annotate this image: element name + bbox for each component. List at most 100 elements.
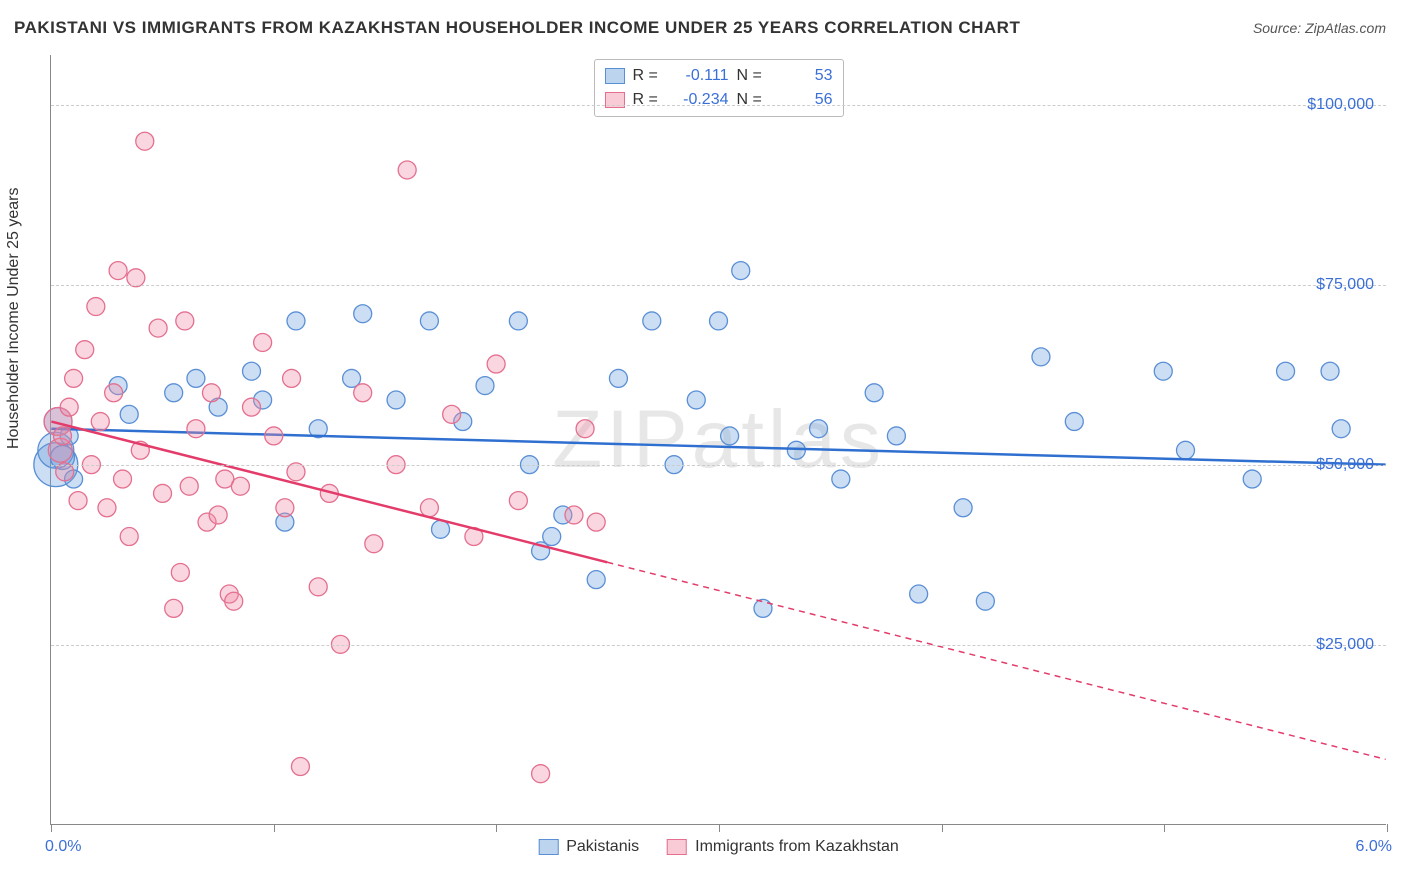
scatter-point xyxy=(509,312,527,330)
n-value: 53 xyxy=(773,64,833,88)
scatter-point xyxy=(187,369,205,387)
scatter-point xyxy=(954,499,972,517)
scatter-point xyxy=(87,298,105,316)
swatch-icon xyxy=(605,68,625,84)
scatter-point xyxy=(120,528,138,546)
scatter-point xyxy=(543,528,561,546)
scatter-point xyxy=(243,398,261,416)
scatter-point xyxy=(476,377,494,395)
chart-title: PAKISTANI VS IMMIGRANTS FROM KAZAKHSTAN … xyxy=(14,18,1020,38)
scatter-point xyxy=(165,384,183,402)
scatter-point xyxy=(487,355,505,373)
scatter-point xyxy=(643,312,661,330)
r-label: R = xyxy=(633,88,661,112)
scatter-point xyxy=(76,341,94,359)
scatter-point xyxy=(231,477,249,495)
scatter-point xyxy=(225,592,243,610)
scatter-point xyxy=(114,470,132,488)
scatter-point xyxy=(887,427,905,445)
scatter-point xyxy=(509,492,527,510)
scatter-point xyxy=(105,384,123,402)
gridline xyxy=(51,105,1386,106)
legend-label: Immigrants from Kazakhstan xyxy=(695,838,899,856)
scatter-point xyxy=(443,405,461,423)
chart-plot-area: ZIPatlas R = -0.111 N = 53 R = -0.234 N … xyxy=(50,55,1386,825)
scatter-point xyxy=(243,362,261,380)
scatter-point xyxy=(354,305,372,323)
scatter-point xyxy=(1065,413,1083,431)
scatter-point xyxy=(910,585,928,603)
scatter-point xyxy=(254,333,272,351)
scatter-point xyxy=(309,578,327,596)
scatter-point xyxy=(1277,362,1295,380)
scatter-point xyxy=(687,391,705,409)
scatter-point xyxy=(365,535,383,553)
scatter-point xyxy=(149,319,167,337)
swatch-icon xyxy=(538,839,558,855)
scatter-point xyxy=(136,132,154,150)
swatch-icon xyxy=(667,839,687,855)
correlation-legend: R = -0.111 N = 53 R = -0.234 N = 56 xyxy=(594,59,844,117)
scatter-point xyxy=(721,427,739,445)
scatter-point xyxy=(565,506,583,524)
x-tick xyxy=(942,824,943,832)
scatter-point xyxy=(120,405,138,423)
scatter-point xyxy=(276,499,294,517)
scatter-point xyxy=(865,384,883,402)
n-label: N = xyxy=(737,88,765,112)
scatter-point xyxy=(109,262,127,280)
legend-label: Pakistanis xyxy=(566,838,639,856)
scatter-point xyxy=(202,384,220,402)
scatter-point xyxy=(127,269,145,287)
scatter-point xyxy=(754,599,772,617)
scatter-point xyxy=(176,312,194,330)
scatter-point xyxy=(832,470,850,488)
gridline xyxy=(51,285,1386,286)
series-legend: Pakistanis Immigrants from Kazakhstan xyxy=(538,838,899,856)
scatter-point xyxy=(587,571,605,589)
scatter-point xyxy=(387,391,405,409)
scatter-svg xyxy=(51,55,1386,824)
source-attribution: Source: ZipAtlas.com xyxy=(1253,20,1386,36)
x-tick xyxy=(1164,824,1165,832)
scatter-point xyxy=(180,477,198,495)
scatter-point xyxy=(265,427,283,445)
scatter-point xyxy=(609,369,627,387)
scatter-point xyxy=(53,427,71,445)
gridline xyxy=(51,465,1386,466)
scatter-point xyxy=(420,312,438,330)
y-axis-title: Householder Income Under 25 years xyxy=(5,188,23,449)
scatter-point xyxy=(810,420,828,438)
gridline xyxy=(51,645,1386,646)
y-tick-label: $75,000 xyxy=(1316,276,1374,294)
r-value: -0.111 xyxy=(669,64,729,88)
legend-row-series2: R = -0.234 N = 56 xyxy=(605,88,833,112)
scatter-point xyxy=(787,441,805,459)
scatter-point xyxy=(587,513,605,531)
scatter-point xyxy=(65,369,83,387)
trend-line-dashed xyxy=(607,562,1385,759)
y-tick-label: $100,000 xyxy=(1307,96,1374,114)
scatter-point xyxy=(1032,348,1050,366)
scatter-point xyxy=(710,312,728,330)
legend-row-series1: R = -0.111 N = 53 xyxy=(605,64,833,88)
scatter-point xyxy=(69,492,87,510)
scatter-point xyxy=(432,520,450,538)
x-tick xyxy=(274,824,275,832)
scatter-point xyxy=(98,499,116,517)
scatter-point xyxy=(576,420,594,438)
scatter-point xyxy=(209,506,227,524)
scatter-point xyxy=(91,413,109,431)
scatter-point xyxy=(1321,362,1339,380)
scatter-point xyxy=(532,765,550,783)
scatter-point xyxy=(420,499,438,517)
y-tick-label: $25,000 xyxy=(1316,636,1374,654)
scatter-point xyxy=(1154,362,1172,380)
scatter-point xyxy=(976,592,994,610)
scatter-point xyxy=(60,398,78,416)
scatter-point xyxy=(1177,441,1195,459)
scatter-point xyxy=(154,484,172,502)
scatter-point xyxy=(291,758,309,776)
scatter-point xyxy=(354,384,372,402)
n-value: 56 xyxy=(773,88,833,112)
